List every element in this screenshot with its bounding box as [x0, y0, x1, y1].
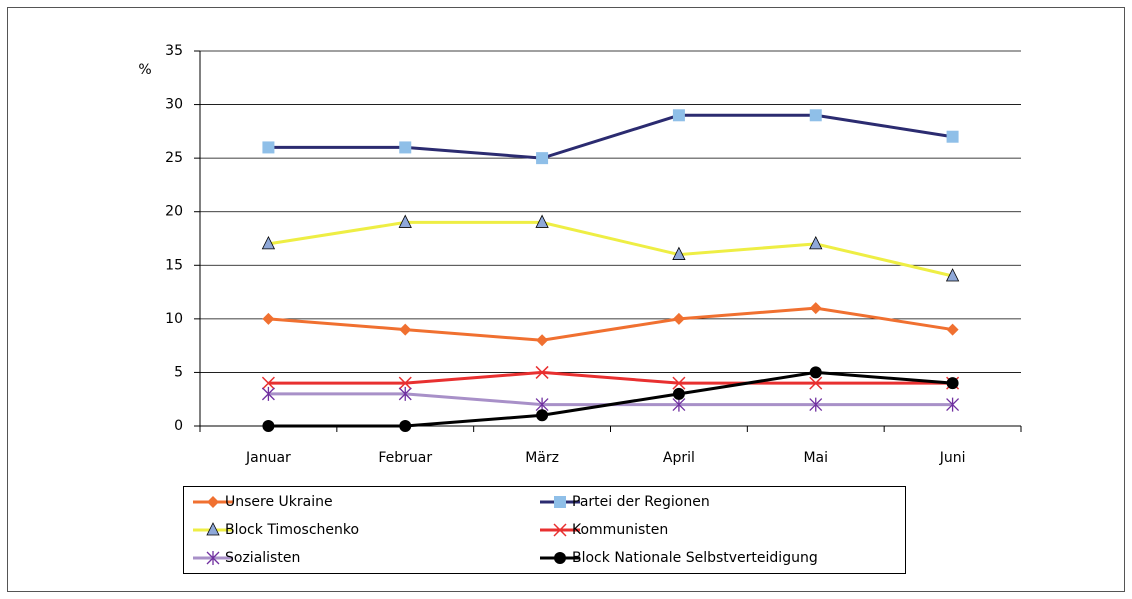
- marker: [672, 387, 685, 400]
- legend-label: Block Timoschenko: [225, 522, 359, 538]
- y-axis-label: %: [138, 62, 151, 78]
- legend-marker: [553, 523, 567, 537]
- legend-label: Unsere Ukraine: [225, 494, 333, 510]
- series-line: [268, 370, 953, 428]
- marker: [261, 386, 275, 401]
- legend-marker: [207, 496, 219, 508]
- marker: [809, 109, 822, 122]
- series-line: [268, 306, 953, 342]
- legend-marker: [206, 551, 220, 565]
- marker: [398, 376, 412, 390]
- marker: [399, 323, 412, 336]
- y-tick-label: 15: [165, 257, 183, 273]
- y-tick-label: 35: [165, 43, 183, 59]
- legend-label: Partei der Regionen: [572, 494, 710, 510]
- y-tick-label: 0: [174, 418, 183, 434]
- marker: [399, 141, 412, 154]
- marker: [946, 377, 959, 390]
- y-tick-label: 30: [165, 97, 183, 113]
- marker: [672, 397, 686, 412]
- marker: [809, 302, 822, 315]
- marker: [536, 152, 549, 165]
- marker: [399, 420, 412, 432]
- legend-marker: [554, 552, 566, 564]
- x-tick-label: Juni: [939, 450, 966, 466]
- marker: [946, 323, 959, 336]
- marker: [536, 334, 549, 347]
- series-line: [268, 370, 953, 385]
- marker: [946, 130, 959, 143]
- marker: [262, 312, 275, 325]
- legend-label: Kommunisten: [572, 522, 668, 538]
- series-line: [268, 113, 953, 160]
- legend-label: Block Nationale Selbstverteidigung: [572, 550, 818, 566]
- marker: [946, 397, 960, 412]
- marker: [261, 376, 275, 390]
- marker: [672, 246, 686, 260]
- series-line: [268, 220, 953, 278]
- marker: [809, 366, 822, 379]
- marker: [398, 214, 412, 228]
- y-tick-label: 25: [165, 150, 183, 166]
- marker: [535, 365, 549, 379]
- marker: [672, 376, 686, 390]
- marker: [809, 397, 823, 412]
- marker: [672, 109, 685, 122]
- x-tick-label: Februar: [378, 450, 432, 466]
- legend-marker: [554, 496, 566, 508]
- marker: [536, 409, 549, 422]
- marker: [261, 235, 276, 250]
- marker: [535, 214, 549, 228]
- marker: [809, 376, 823, 390]
- y-tick-label: 5: [174, 364, 183, 380]
- x-tick-label: Mai: [803, 450, 828, 466]
- x-tick-label: April: [663, 450, 695, 466]
- marker: [945, 268, 960, 282]
- x-tick-label: Januar: [245, 450, 291, 466]
- marker: [672, 312, 685, 325]
- legend-label: Sozialisten: [225, 550, 300, 566]
- y-tick-label: 10: [165, 311, 183, 327]
- marker: [535, 397, 549, 412]
- legend-marker: [206, 522, 220, 536]
- marker: [398, 386, 412, 401]
- marker: [262, 141, 275, 154]
- marker: [809, 235, 823, 250]
- x-tick-label: März: [525, 450, 559, 466]
- marker: [262, 420, 275, 432]
- y-tick-label: 20: [165, 204, 183, 220]
